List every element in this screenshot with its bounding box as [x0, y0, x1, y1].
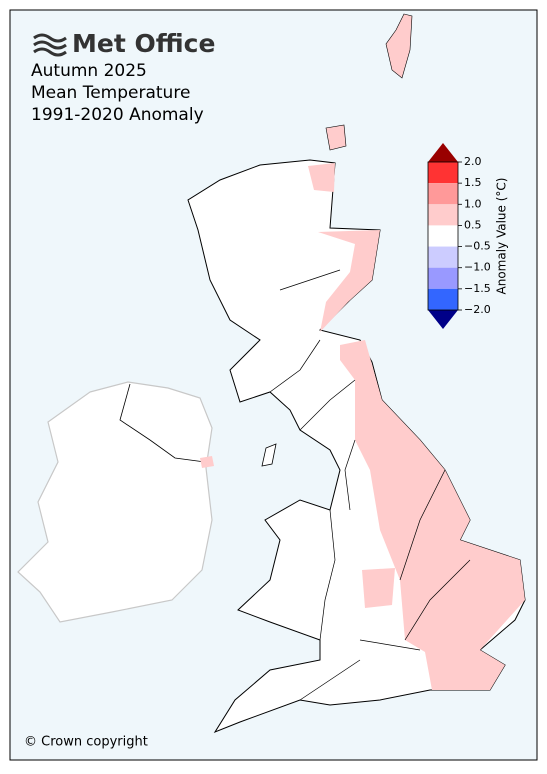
colorbar: 2.0 1.5 1.0 0.5 −0.5 −1.0 −1.5 −2.0 [427, 143, 491, 329]
colorbar-tick-label: 1.5 [464, 176, 482, 189]
ireland [17, 381, 213, 623]
logo-icon [33, 33, 67, 57]
colorbar-tick-label: 1.0 [464, 197, 482, 210]
colorbar-tick-label: −1.0 [464, 261, 491, 274]
colorbar-under [428, 310, 458, 329]
colorbar-band [428, 162, 458, 184]
anomaly-caithness [308, 163, 335, 192]
colorbar-tick-label: 0.5 [464, 218, 482, 231]
colorbar-tick-label: 2.0 [464, 155, 482, 168]
anomaly-east-england [340, 340, 525, 690]
colorbar-band [428, 288, 458, 310]
colorbar-over [428, 143, 458, 162]
isle-of-man [261, 443, 277, 467]
colorbar-outline [427, 161, 459, 311]
colorbar-band [428, 204, 458, 226]
anomaly-east-scotland [318, 230, 380, 332]
colorbar-band [428, 225, 458, 247]
anomaly-shetland [385, 13, 413, 79]
ni-pink [200, 456, 214, 468]
colorbar-tick-label: −1.5 [464, 282, 491, 295]
colorbar-band [428, 183, 458, 205]
logo-text: Met Office [72, 29, 215, 58]
anomaly-midlands [362, 568, 395, 608]
ni-border [119, 383, 206, 463]
colorbar-band [428, 246, 458, 268]
copyright: © Crown copyright [24, 735, 148, 750]
colorbar-label: Anomaly Value (°C) [495, 178, 509, 295]
title-line: 1991-2020 Anomaly [31, 105, 204, 125]
regional-borders [269, 269, 471, 701]
colorbar-tick-label: −2.0 [464, 303, 491, 316]
title-line: Autumn 2025 [31, 61, 147, 81]
colorbar-tick-label: −0.5 [464, 240, 491, 253]
title-line: Mean Temperature [31, 83, 190, 103]
colorbar-band [428, 267, 458, 289]
anomaly-orkney [325, 124, 347, 151]
